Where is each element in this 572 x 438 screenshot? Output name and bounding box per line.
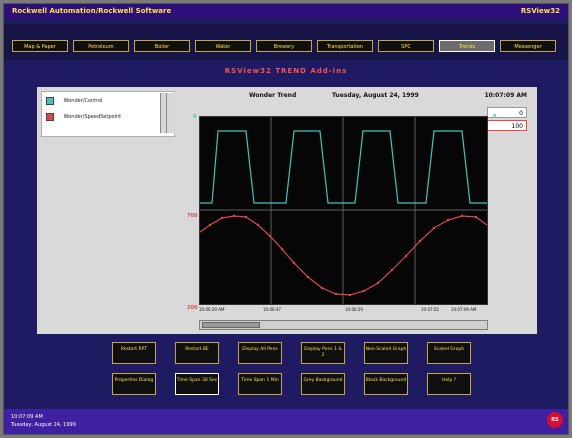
nav-water[interactable]: Water <box>195 40 251 52</box>
nav-transportation[interactable]: Transportation <box>317 40 373 52</box>
display-pens-1-2-button[interactable]: Display Pens 1 & 2 <box>301 342 345 364</box>
trend-panel: Wonder/Control Wonder/SpeedSetpoint Wond… <box>37 87 537 334</box>
y-bottom-label: 200 <box>187 305 198 311</box>
nav-trends[interactable]: Trends <box>439 40 495 52</box>
trend-date: Tuesday, August 24, 1999 <box>332 92 419 99</box>
window-name: RSView32 <box>520 7 560 15</box>
pen-label: Wonder/SpeedSetpoint <box>63 114 122 120</box>
time-span-30-sec-button[interactable]: Time Span 30 Sec <box>175 373 219 395</box>
restart-be-button[interactable]: Restart BE <box>175 342 219 364</box>
pen-swatch <box>46 97 54 105</box>
properties-dialog-button[interactable]: Properties Dialog <box>112 373 156 395</box>
black-background-button[interactable]: Black Background <box>364 373 408 395</box>
pen-item[interactable]: Wonder/Control <box>46 96 154 106</box>
status-date: Tuesday, August 24, 1999 <box>11 422 76 428</box>
nav-spc[interactable]: SPC <box>378 40 434 52</box>
logo: RS <box>547 412 563 428</box>
time-label: 10:07:09 AM <box>451 307 477 312</box>
time-scrollbar[interactable] <box>199 320 488 330</box>
top-navigation: Map & Paper Petroleum Boiler Water Brewe… <box>4 24 568 60</box>
nav-petroleum[interactable]: Petroleum <box>73 40 129 52</box>
time-label: 10:06:47 <box>263 307 281 312</box>
help-button[interactable]: Help ? <box>427 373 471 395</box>
control-buttons: Restart RPT Restart BE Display All Pens … <box>4 342 568 407</box>
time-label: 10:06:29 AM <box>199 307 225 312</box>
app-name: Rockwell Automation/Rockwell Software <box>12 7 172 15</box>
restart-rpt-button[interactable]: Restart RPT <box>112 342 156 364</box>
screen: Rockwell Automation/Rockwell Software RS… <box>3 3 569 435</box>
grey-background-button[interactable]: Grey Background <box>301 373 345 395</box>
time-scroll-thumb[interactable] <box>202 322 260 328</box>
pen-scrollbar[interactable] <box>160 93 169 133</box>
title-bar: Rockwell Automation/Rockwell Software RS… <box>4 4 568 18</box>
time-label: 10:07:02 <box>421 307 439 312</box>
time-label: 10:06:59 <box>345 307 363 312</box>
nav-brewery[interactable]: Brewery <box>256 40 312 52</box>
status-bar: 10:07:09 AM Tuesday, August 24, 1999 RS <box>4 409 568 434</box>
time-axis: 10:06:29 AM 10:06:47 10:06:59 10:07:02 1… <box>199 307 486 319</box>
page-title: RSView32 TREND Add-ins <box>224 67 348 75</box>
y-left-label: 0 <box>193 114 197 120</box>
nav-map-paper[interactable]: Map & Paper <box>12 40 68 52</box>
value-box: 0 <box>487 107 527 118</box>
pen-list: Wonder/Control Wonder/SpeedSetpoint <box>41 91 175 137</box>
nav-boiler[interactable]: Boiler <box>134 40 190 52</box>
display-all-pens-button[interactable]: Display All Pens <box>238 342 282 364</box>
scaled-graph-button[interactable]: Scaled Graph <box>427 342 471 364</box>
pen-swatch <box>46 113 54 121</box>
value-box: 100 <box>487 120 527 131</box>
y-right-label: 0 <box>493 114 497 120</box>
y-top-label: 700 <box>187 213 198 219</box>
trend-title: Wonder Trend <box>249 92 297 99</box>
time-span-1-min-button[interactable]: Time Span 1 Min <box>238 373 282 395</box>
status-time: 10:07:09 AM <box>11 414 43 420</box>
pen-label: Wonder/Control <box>63 98 103 104</box>
non-scaled-graph-button[interactable]: Non-Scaled Graph <box>364 342 408 364</box>
pen-item[interactable]: Wonder/SpeedSetpoint <box>46 112 154 122</box>
trend-clock: 10:07:09 AM <box>484 92 527 99</box>
trend-chart <box>199 116 488 305</box>
pen-scrollbar-thumb[interactable] <box>166 93 175 133</box>
nav-messenger[interactable]: Messenger <box>500 40 556 52</box>
